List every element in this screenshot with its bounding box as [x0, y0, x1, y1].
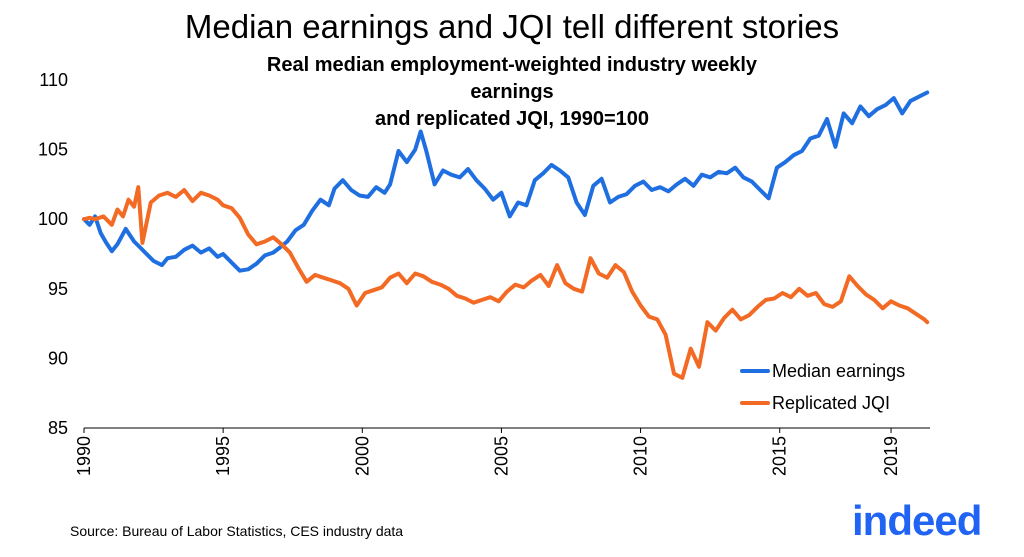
x-tick-label: 2005: [491, 436, 511, 476]
indeed-logo: indeed: [852, 497, 982, 544]
y-tick-label: 100: [38, 209, 68, 229]
series-line-median-earnings: [82, 90, 930, 273]
series-layer: [82, 90, 930, 380]
legend-label: Median earnings: [772, 361, 905, 381]
chart-subtitle-line-2: and replicated JQI, 1990=100: [374, 108, 650, 130]
legend: Median earnings Replicated JQI: [740, 361, 905, 413]
x-tick-label: 1995: [213, 436, 233, 476]
y-tick-label: 95: [48, 279, 68, 299]
y-tick-label: 90: [48, 348, 68, 368]
chart-axes: 85 90 95 100 105 110 1990 1995 2000 2005 2010 2015 2…: [38, 70, 930, 476]
x-tick-label: 2015: [770, 436, 790, 476]
x-tick-label: 2000: [352, 436, 372, 476]
chart-subtitle-line-1: Real median employment-weighted industry…: [266, 54, 758, 103]
y-tick-label: 110: [39, 70, 68, 90]
x-tick-label: 1990: [74, 436, 94, 476]
y-tick-label: 85: [48, 418, 68, 438]
y-tick-label: 105: [38, 140, 68, 160]
legend-label: Replicated JQI: [772, 393, 890, 413]
series-line-replicated-jqi: [82, 185, 930, 380]
chart-subtitle: Real median employment-weighted industry…: [262, 52, 762, 133]
x-tick-label: 2019: [881, 436, 901, 476]
x-tick-label: 2010: [631, 436, 651, 476]
source-note: Source: Bureau of Labor Statistics, CES …: [70, 523, 404, 539]
chart-title: Median earnings and JQI tell different s…: [184, 8, 840, 45]
